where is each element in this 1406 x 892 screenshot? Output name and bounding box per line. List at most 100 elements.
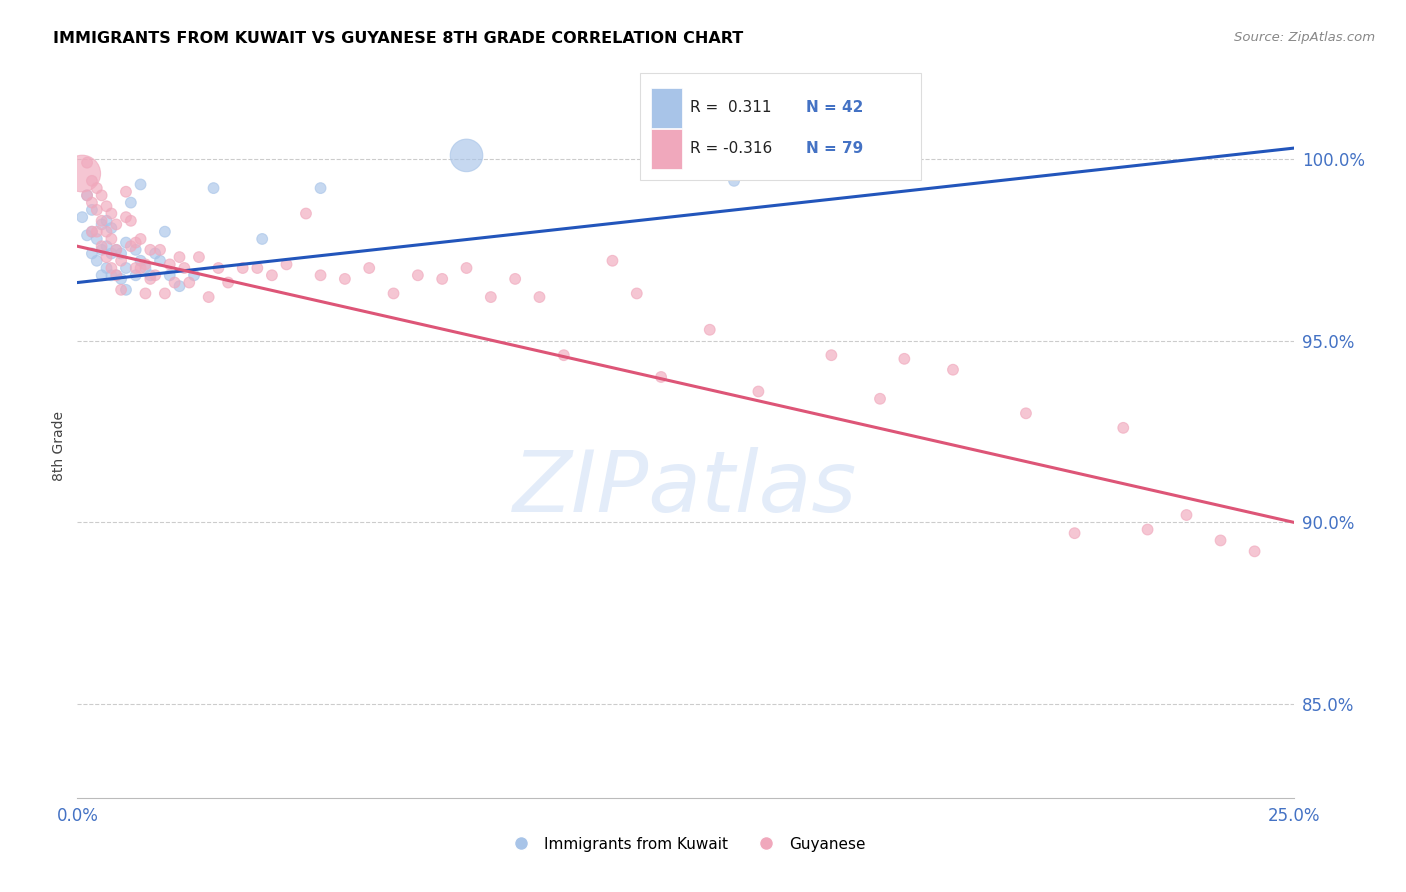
Point (149, 253, 172, 268)
Point (105, 268, 128, 283)
Point (699, 323, 721, 337)
Point (100, 246, 122, 260)
Point (503, 272, 526, 286)
Point (90, 243, 112, 257)
Point (120, 195, 142, 210)
Point (723, 174, 745, 188)
Point (80, 195, 103, 210)
Point (105, 243, 128, 257)
Point (96, 225, 118, 239)
Point (90, 239, 112, 253)
Point (90, 268, 112, 283)
Point (820, 348, 842, 362)
Point (309, 181, 332, 195)
Point (456, 260, 478, 275)
Point (129, 232, 152, 246)
Point (232, 260, 254, 275)
Point (100, 206, 122, 220)
Point (747, 384, 769, 399)
Point (115, 210, 138, 224)
Point (893, 351, 915, 366)
Point (110, 283, 132, 297)
Point (80, 225, 103, 239)
Point (96, 239, 118, 253)
Point (80, 174, 103, 188)
Point (105, 218, 128, 232)
Y-axis label: 8th Grade: 8th Grade (52, 411, 66, 481)
Point (125, 243, 148, 257)
Point (100, 260, 122, 275)
Point (650, 370, 672, 384)
Text: Source: ZipAtlas.com: Source: ZipAtlas.com (1234, 31, 1375, 45)
Point (359, 260, 381, 275)
Point (110, 272, 132, 286)
Point (86, 225, 108, 239)
Point (70, 210, 93, 224)
Point (553, 348, 575, 362)
Point (1063, 526, 1085, 541)
Point (76, 228, 98, 243)
Point (1243, 544, 1265, 558)
Point (159, 257, 181, 271)
Point (86, 232, 108, 246)
Point (139, 268, 162, 283)
Point (479, 290, 502, 304)
Point (90, 214, 112, 228)
Point (139, 243, 162, 257)
Point (139, 272, 162, 286)
Point (125, 235, 148, 250)
Point (129, 178, 152, 192)
Point (90, 188, 112, 202)
Point (149, 243, 172, 257)
Legend: Immigrants from Kuwait, Guyanese: Immigrants from Kuwait, Guyanese (499, 830, 872, 857)
Point (382, 286, 405, 301)
Point (169, 250, 191, 264)
Point (115, 260, 138, 275)
Point (129, 253, 152, 268)
Point (406, 268, 429, 283)
Point (129, 260, 152, 275)
Point (159, 268, 181, 283)
Point (125, 268, 148, 283)
Point (105, 243, 128, 257)
Point (96, 260, 118, 275)
Point (529, 290, 551, 304)
Point (96, 214, 118, 228)
Point (120, 239, 142, 253)
Point (430, 272, 453, 286)
Point (115, 185, 138, 199)
Point (1112, 421, 1135, 435)
Text: ZIPatlas: ZIPatlas (513, 447, 858, 530)
Point (1175, 508, 1198, 522)
Point (179, 276, 201, 290)
Point (197, 290, 219, 304)
Point (80, 202, 103, 217)
Point (134, 260, 156, 275)
Point (125, 260, 148, 275)
Point (134, 286, 156, 301)
Point (250, 232, 273, 246)
Point (207, 260, 229, 275)
Point (163, 276, 186, 290)
Point (333, 272, 356, 286)
Point (143, 268, 166, 283)
Point (456, 148, 478, 162)
Point (188, 250, 211, 264)
Point (134, 257, 156, 271)
Point (942, 362, 965, 376)
Point (110, 253, 132, 268)
Point (153, 286, 176, 301)
Point (100, 232, 122, 246)
Point (115, 235, 138, 250)
Point (76, 188, 98, 202)
Point (626, 286, 648, 301)
Point (80, 225, 103, 239)
Point (309, 268, 332, 283)
Point (70, 167, 93, 181)
Point (86, 202, 108, 217)
Point (183, 268, 205, 283)
Text: R = -0.316: R = -0.316 (690, 142, 772, 156)
Point (76, 155, 98, 169)
Point (1015, 406, 1038, 420)
Point (86, 181, 108, 195)
